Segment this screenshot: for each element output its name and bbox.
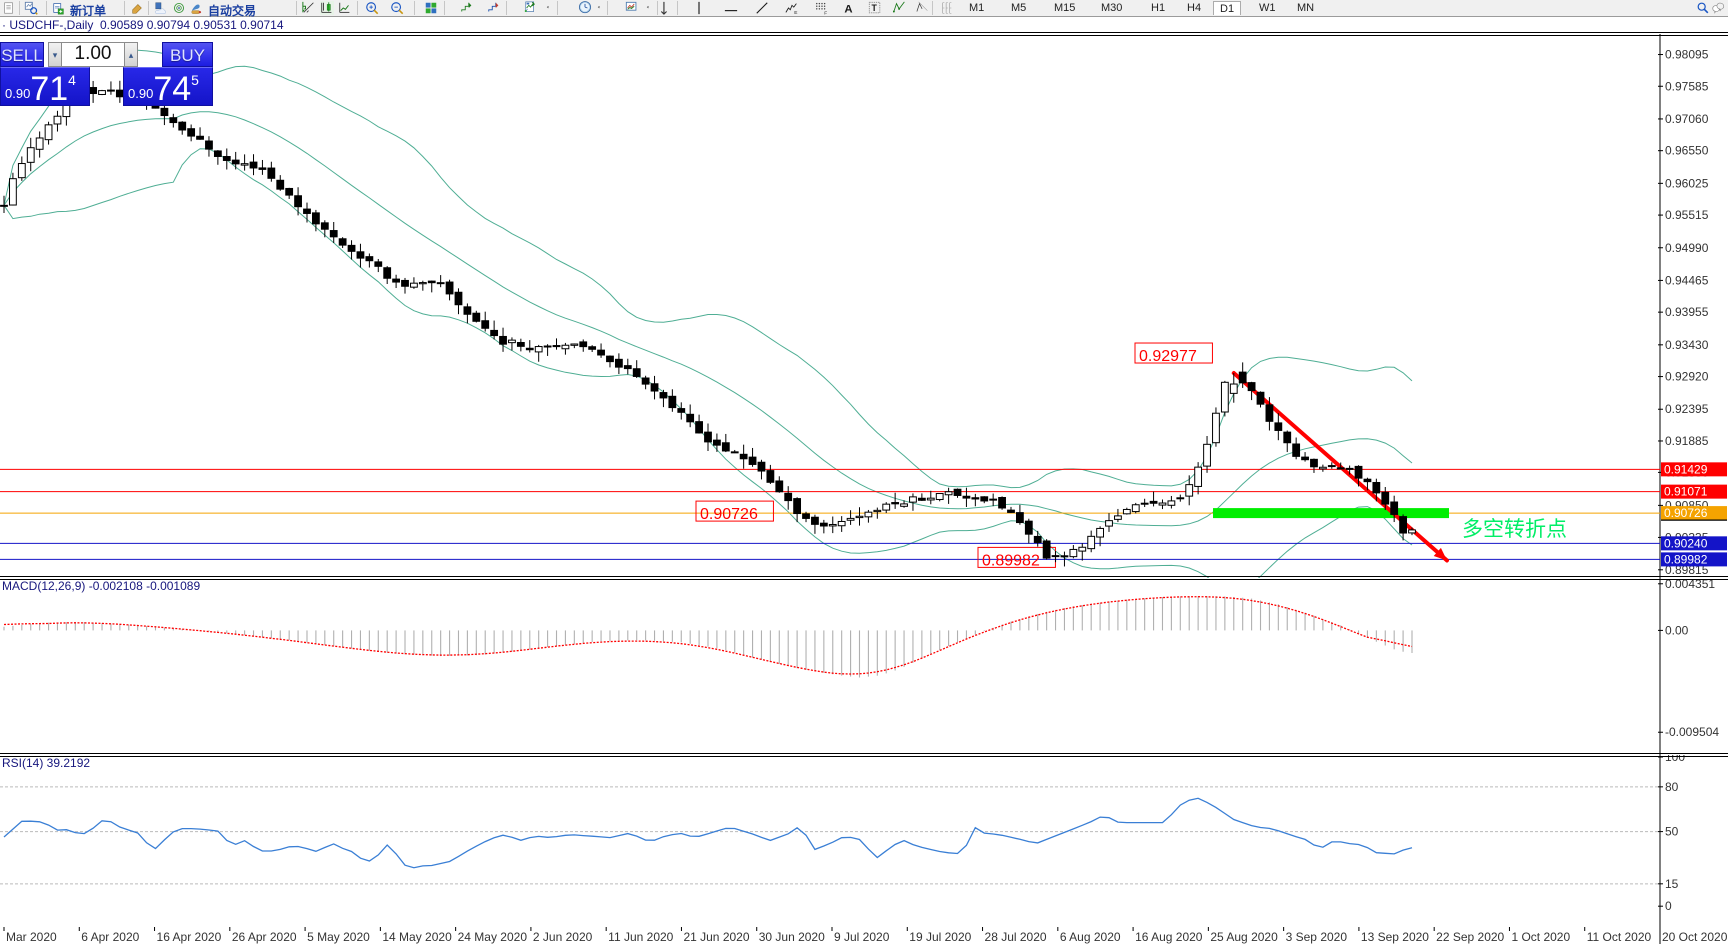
svg-text:0.94990: 0.94990 [1665,241,1709,255]
svg-text:25 Aug 2020: 25 Aug 2020 [1210,930,1278,944]
svg-text:24 May 2020: 24 May 2020 [458,930,528,944]
svg-text:T: T [872,3,878,13]
svg-text:9 Jul 2020: 9 Jul 2020 [834,930,890,944]
svg-text:14 May 2020: 14 May 2020 [382,930,452,944]
svg-text:0.00: 0.00 [1665,623,1689,637]
svg-text:2 Jun 2020: 2 Jun 2020 [533,930,593,944]
svg-text:28 Jul 2020: 28 Jul 2020 [985,930,1047,944]
svg-text:0.92977: 0.92977 [1139,348,1197,365]
svg-text:13 Sep 2020: 13 Sep 2020 [1361,930,1429,944]
svg-text:0.90240: 0.90240 [1664,536,1708,550]
svg-text:RSI(14) 39.2192: RSI(14) 39.2192 [2,756,90,770]
svg-text:0.92395: 0.92395 [1665,402,1709,416]
svg-text:22 Sep 2020: 22 Sep 2020 [1436,930,1504,944]
svg-text:3 Sep 2020: 3 Sep 2020 [1286,930,1348,944]
svg-text:80: 80 [1665,780,1679,794]
svg-text:19 Jul 2020: 19 Jul 2020 [909,930,971,944]
svg-text:0.98095: 0.98095 [1665,48,1709,62]
svg-text:0.94465: 0.94465 [1665,273,1709,287]
svg-text:15: 15 [1665,877,1679,891]
svg-text:0.97060: 0.97060 [1665,112,1709,126]
svg-text:0.95515: 0.95515 [1665,208,1709,222]
svg-text:0.93955: 0.93955 [1665,305,1709,319]
svg-text:20 Oct 2020: 20 Oct 2020 [1662,930,1728,944]
svg-text:21 Jun 2020: 21 Jun 2020 [683,930,749,944]
svg-text:0.96025: 0.96025 [1665,176,1709,190]
svg-text:0.89982: 0.89982 [1664,552,1708,566]
svg-text:26 Apr 2020: 26 Apr 2020 [232,930,297,944]
svg-text:11 Oct 2020: 11 Oct 2020 [1587,930,1652,944]
svg-text:1 Oct 2020: 1 Oct 2020 [1511,930,1570,944]
svg-text:6 Aug 2020: 6 Aug 2020 [1060,930,1121,944]
svg-text:0.90726: 0.90726 [700,506,758,523]
svg-text:0: 0 [1665,899,1672,913]
svg-text:0.89982: 0.89982 [982,552,1040,569]
svg-text:E: E [794,10,797,15]
svg-text:0.97585: 0.97585 [1665,79,1709,93]
svg-text:16 Aug 2020: 16 Aug 2020 [1135,930,1203,944]
svg-text:16 Apr 2020: 16 Apr 2020 [157,930,222,944]
svg-text:6 Apr 2020: 6 Apr 2020 [81,930,139,944]
svg-text:30 Jun 2020: 30 Jun 2020 [759,930,825,944]
svg-text:A: A [844,3,852,15]
svg-text:0.91429: 0.91429 [1664,462,1708,476]
svg-text:0.96550: 0.96550 [1665,144,1709,158]
svg-text:Mar 2020: Mar 2020 [6,930,57,944]
svg-text:50: 50 [1665,825,1679,839]
svg-text:0.93430: 0.93430 [1665,338,1709,352]
svg-text:0.91885: 0.91885 [1665,434,1709,448]
svg-text:F: F [824,11,827,15]
svg-text:0.90726: 0.90726 [1664,506,1708,520]
svg-text:多空转折点: 多空转折点 [1462,518,1567,541]
svg-text:MACD(12,26,9) -0.002108 -0.001: MACD(12,26,9) -0.002108 -0.001089 [2,579,200,593]
svg-text:0.91071: 0.91071 [1664,485,1708,499]
svg-text:5 May 2020: 5 May 2020 [307,930,370,944]
svg-text:11 Jun 2020: 11 Jun 2020 [608,930,673,944]
svg-text:-0.009504: -0.009504 [1665,725,1719,739]
svg-text:0.92920: 0.92920 [1665,370,1709,384]
